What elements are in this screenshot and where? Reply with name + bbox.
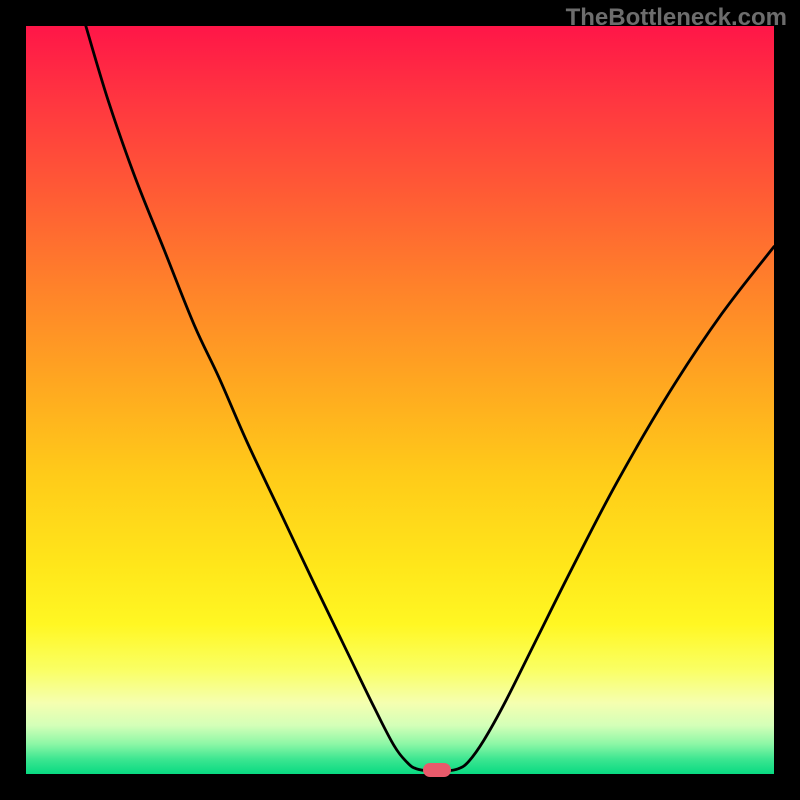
optimal-point-marker <box>423 763 451 777</box>
chart-container: TheBottleneck.com <box>0 0 800 800</box>
curve-path <box>86 26 774 771</box>
bottleneck-curve <box>26 26 774 774</box>
watermark-text: TheBottleneck.com <box>566 4 787 32</box>
